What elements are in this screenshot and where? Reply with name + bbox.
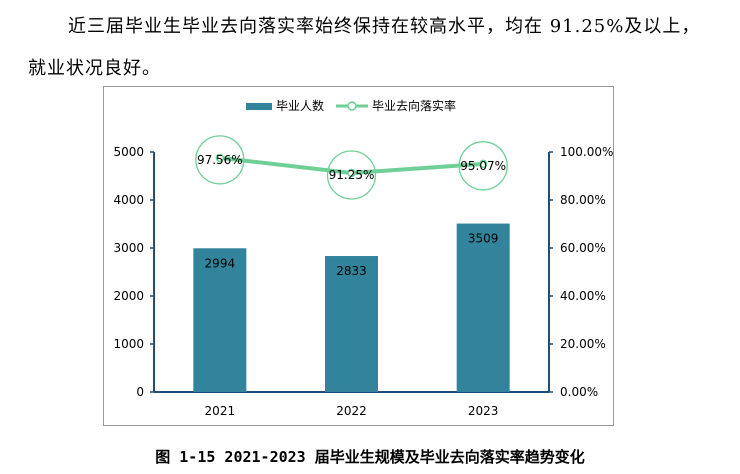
right-tick-label: 40.00%	[560, 289, 606, 303]
legend-bar-label: 毕业人数	[276, 98, 324, 113]
bar-value-label: 3509	[468, 232, 499, 246]
left-tick-label: 3000	[113, 241, 144, 255]
x-tick-label: 2022	[336, 404, 367, 418]
bar-value-label: 2994	[205, 256, 236, 270]
rate-value-label: 91.25%	[329, 168, 375, 182]
legend-bar-swatch	[246, 103, 272, 110]
legend-line-marker	[347, 101, 357, 111]
chart-frame	[103, 86, 614, 426]
rate-value-label: 95.07%	[460, 159, 506, 173]
rate-label-circle	[326, 150, 377, 200]
chart-legend: 毕业人数 毕业去向落实率	[246, 98, 456, 113]
bar	[456, 223, 510, 392]
bar-value-label: 2833	[336, 264, 367, 278]
left-tick-label: 1000	[113, 337, 144, 351]
left-tick-label: 4000	[113, 193, 144, 207]
intro-paragraph: 近三届毕业生毕业去向落实率始终保持在较高水平，均在 91.25%及以上，就业状况…	[28, 16, 701, 79]
x-tick-label: 2021	[205, 404, 236, 418]
left-tick-label: 0	[136, 385, 144, 399]
right-tick-label: 60.00%	[560, 241, 606, 255]
figure-caption: 图 1-15 2021-2023 届毕业生规模及毕业去向落实率趋势变化	[155, 448, 585, 466]
rate-point	[215, 153, 225, 163]
rate-point	[347, 168, 356, 178]
bar	[325, 256, 378, 392]
right-tick-label: 100.00%	[560, 145, 613, 159]
legend-line-label: 毕业去向落实率	[372, 98, 456, 113]
right-tick-label: 80.00%	[560, 193, 606, 207]
rate-value-label: 97.56%	[197, 153, 243, 167]
left-tick-label: 5000	[113, 145, 144, 159]
left-tick-label: 2000	[113, 289, 144, 303]
bar	[193, 248, 247, 392]
right-tick-label: 0.00%	[560, 385, 598, 399]
x-tick-label: 2023	[468, 404, 499, 418]
rate-point	[478, 159, 488, 169]
rate-label-circle	[458, 141, 508, 191]
right-tick-label: 20.00%	[560, 337, 606, 351]
rate-label-circle	[195, 135, 245, 185]
